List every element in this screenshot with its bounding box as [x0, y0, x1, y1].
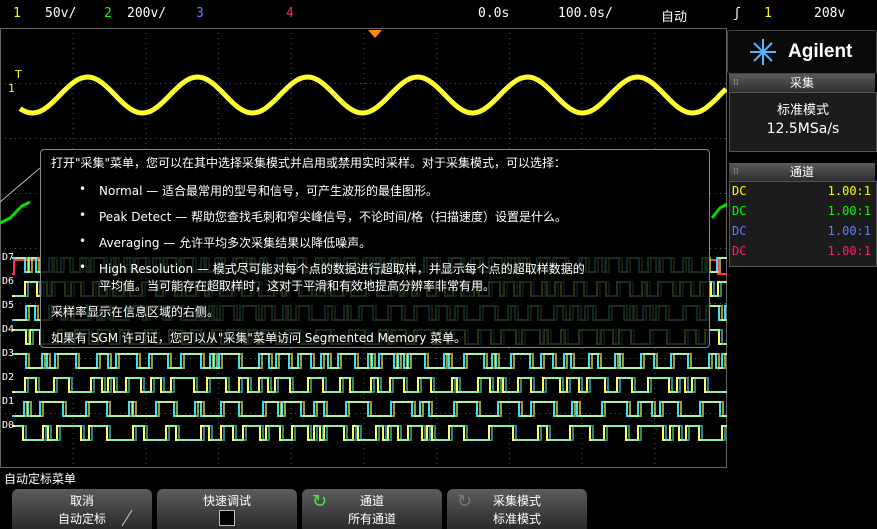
ch1-scale[interactable]: 50v/ [45, 6, 77, 21]
bullet-icon: • [79, 208, 87, 222]
acquire-rate: 12.5MSa/s [766, 121, 840, 137]
digital-channel-label: D4 [2, 324, 15, 335]
quick-debug-checkbox[interactable] [219, 510, 235, 526]
channel-coupling: DC [732, 184, 747, 198]
digital-trace [12, 401, 727, 417]
help-popup[interactable]: 打开"采集"菜单，您可以在其中选择采集模式并启用或禁用实时采样。对于采集模式，可… [40, 149, 710, 348]
help-bullet-hires-2: 平均值。当可能存在超取样时，这对于平滑和有效地提高分辨率非常有用。 [99, 279, 496, 293]
time-offset[interactable]: 0.0s [478, 6, 510, 21]
channel-row[interactable]: DC 1.00:1 [729, 184, 875, 200]
digital-channel-label: D1 [2, 396, 15, 407]
info-panel: Agilent ⁞⁞ 采集 标准模式 12.5MSa/s ⁞⁞ 通道 DC 1.00:… [727, 28, 877, 468]
channel-row[interactable]: DC 1.00:1 [729, 204, 875, 220]
help-bullet-peak: Peak Detect — 帮助您查找毛刺和窄尖峰信号，不论时间/格（扫描速度）… [99, 210, 567, 224]
channel-probe-ratio: 1.00:1 [827, 204, 871, 218]
trigger-channel[interactable]: 1 [764, 6, 772, 21]
digital-trace [15, 377, 730, 393]
channel-probe-ratio: 1.00:1 [827, 184, 871, 198]
status-bar: 1 50v/ 2 200v/ 3 4 0.0s 100.0s/ 自动 ʃ 1 2… [0, 0, 877, 28]
channel-coupling: DC [732, 204, 747, 218]
softkey-bar: 取消 自动定标 快速调试 ↻ 通道 所有通道 ↻ 采集模式 标准模式 [0, 487, 877, 529]
digital-trace [15, 425, 730, 441]
acquire-mode: 标准模式 [776, 103, 829, 118]
trigger-position-icon[interactable] [368, 30, 382, 38]
trigger-mode[interactable]: 自动 [661, 10, 688, 25]
help-rate-note: 采样率显示在信息区域的右侧。 [51, 305, 220, 319]
acquire-panel-body: 标准模式 12.5MSa/s [729, 92, 877, 152]
rotate-knob-icon: ↻ [457, 491, 473, 512]
ch2-scale[interactable]: 200v/ [127, 6, 167, 21]
help-bullet-hires-1: High Resolution — 模式尽可能对每个点的数据进行超取样，并显示每… [99, 262, 585, 276]
acquire-panel-header[interactable]: ⁞⁞ 采集 [729, 74, 875, 92]
digital-channel-label: D3 [2, 348, 15, 359]
bullet-icon: • [79, 234, 87, 248]
help-pointer-line [0, 168, 41, 203]
help-bullet-averaging: Averaging — 允许平均多次采集结果以降低噪声。 [99, 236, 372, 250]
channel-row[interactable]: DC 1.00:1 [729, 224, 875, 240]
digital-channel-label: D7 [2, 252, 15, 263]
agilent-spark-icon [750, 39, 776, 65]
bullet-icon: • [79, 182, 87, 196]
help-intro: 打开"采集"菜单，您可以在其中选择采集模式并启用或禁用实时采样。对于采集模式，可… [51, 156, 567, 170]
menu-title: 自动定标菜单 [4, 472, 77, 486]
channels-panel-body [729, 181, 877, 267]
softkey-sublabel: 自动定标 [57, 512, 106, 526]
trigger-edge-icon: ʃ [733, 6, 741, 21]
digital-trace [15, 353, 730, 369]
ch3-number[interactable]: 3 [196, 6, 204, 21]
channel-probe-ratio: 1.00:1 [827, 224, 871, 238]
trigger-level-marker-icon: T [14, 68, 22, 81]
softkey-label: 采集模式 [492, 494, 541, 508]
acquire-title: 采集 [789, 76, 814, 90]
ch1-number[interactable]: 1 [13, 6, 21, 21]
digital-trace [12, 425, 727, 441]
softkey-label: 快速调试 [202, 494, 251, 508]
slash-icon [121, 509, 133, 527]
acquire-mode-softkey[interactable]: ↻ 采集模式 标准模式 [447, 489, 587, 529]
digital-channel-label: D2 [2, 372, 15, 383]
softkey-sublabel: 标准模式 [492, 512, 541, 526]
drag-handle-icon: ⁞⁞ [733, 167, 739, 177]
softkey-label: 取消 [69, 494, 94, 508]
ch2-trace [0, 200, 728, 225]
digital-trace [15, 401, 730, 417]
trigger-level[interactable]: 208v [814, 6, 846, 21]
time-scale[interactable]: 100.0s/ [558, 6, 613, 21]
menu-title-bar: 自动定标菜单 [0, 468, 877, 486]
brand-text: Agilent [788, 41, 853, 62]
channel-coupling: DC [732, 244, 747, 258]
ch1-sine-trace [18, 74, 728, 116]
channels-title: 通道 [789, 165, 814, 179]
ch1-ground-marker-icon: 1 [8, 82, 15, 95]
drag-handle-icon: ⁞⁞ [733, 78, 739, 88]
digital-channel-label: D0 [2, 420, 15, 431]
digital-channel-label: D6 [2, 276, 15, 287]
cancel-autoscale-softkey[interactable]: 取消 自动定标 [12, 489, 152, 529]
ch2-number[interactable]: 2 [104, 6, 112, 21]
ch4-number[interactable]: 4 [286, 6, 294, 21]
quick-debug-softkey[interactable]: 快速调试 [157, 489, 297, 529]
channel-probe-ratio: 1.00:1 [827, 244, 871, 258]
help-bullet-normal: Normal — 适合最常用的型号和信号，可产生波形的最佳图形。 [99, 184, 439, 198]
help-sgm-note: 如果有 SGM 许可证，您可以从"采集"菜单访问 Segmented Memor… [51, 331, 467, 345]
rotate-knob-icon: ↻ [312, 491, 328, 512]
channel-row[interactable]: DC 1.00:1 [729, 244, 875, 260]
softkey-sublabel: 所有通道 [347, 512, 396, 526]
softkey-label: 通道 [359, 494, 384, 508]
bullet-icon: • [79, 260, 87, 274]
agilent-logo: Agilent [727, 30, 877, 74]
channel-coupling: DC [732, 224, 747, 238]
channels-panel-header[interactable]: ⁞⁞ 通道 [729, 163, 875, 181]
digital-channel-label: D5 [2, 300, 15, 311]
channels-softkey[interactable]: ↻ 通道 所有通道 [302, 489, 442, 529]
